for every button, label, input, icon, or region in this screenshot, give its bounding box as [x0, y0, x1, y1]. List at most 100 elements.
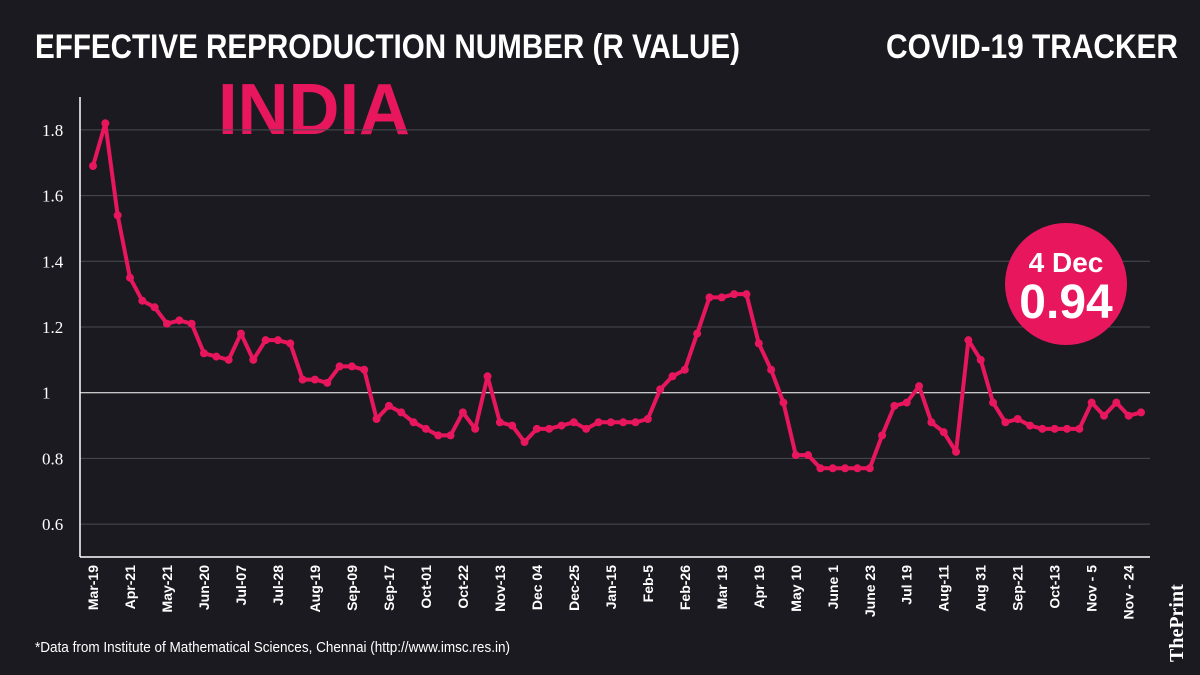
- data-point: [582, 424, 591, 433]
- data-point: [360, 365, 369, 374]
- x-tick-label: Oct-22: [455, 565, 471, 609]
- data-point: [335, 362, 344, 371]
- x-tick-label: Jul-28: [270, 565, 286, 606]
- data-point: [273, 336, 282, 345]
- data-point: [1112, 398, 1121, 407]
- data-point: [483, 372, 492, 381]
- data-point: [1100, 411, 1109, 420]
- data-point: [656, 385, 665, 394]
- data-point: [138, 296, 147, 305]
- data-point: [569, 418, 578, 427]
- data-point: [162, 319, 171, 328]
- x-tick-label: Aug-19: [307, 565, 323, 613]
- x-tick-label: Mar-19: [85, 565, 101, 610]
- x-tick-label: Apr-21: [122, 565, 138, 610]
- data-point: [1026, 421, 1035, 430]
- data-point: [791, 451, 800, 460]
- x-tick-label: Jul-07: [233, 565, 249, 606]
- x-tick-label: Nov - 24: [1121, 565, 1137, 620]
- data-point: [853, 464, 862, 473]
- data-point: [742, 290, 751, 299]
- data-point: [878, 431, 887, 440]
- data-point: [828, 464, 837, 473]
- data-point: [619, 418, 628, 427]
- data-point: [779, 398, 788, 407]
- data-point: [915, 382, 924, 391]
- data-point: [347, 362, 356, 371]
- data-point: [643, 415, 652, 423]
- y-tick-label: 1: [42, 384, 51, 403]
- data-point: [545, 424, 554, 433]
- data-point: [471, 424, 480, 433]
- x-tick-label: Dec-25: [566, 565, 582, 611]
- data-point: [1137, 408, 1145, 417]
- data-point: [767, 365, 776, 374]
- data-point: [175, 316, 184, 325]
- data-point: [508, 421, 517, 430]
- x-tick-label: Jan-15: [603, 565, 619, 610]
- data-point: [816, 464, 825, 473]
- y-tick-label: 1.8: [42, 121, 63, 140]
- data-point: [939, 428, 948, 437]
- data-point: [890, 401, 899, 410]
- x-tick-label: Feb-26: [677, 565, 693, 610]
- data-point: [125, 273, 134, 282]
- x-tick-label: Jul 19: [899, 565, 915, 605]
- data-point: [532, 424, 541, 433]
- annotation-date: 4 Dec: [1029, 247, 1104, 278]
- data-point: [693, 329, 702, 338]
- data-point: [705, 293, 714, 302]
- x-tick-label: Sep-21: [1010, 565, 1026, 611]
- data-point: [286, 339, 295, 348]
- x-tick-label: June 23: [862, 565, 878, 617]
- brand: ThePrint: [1166, 584, 1188, 662]
- data-point: [495, 418, 504, 427]
- data-point: [927, 418, 936, 427]
- y-tick-label: 0.8: [42, 449, 63, 468]
- x-tick-label: Sep-09: [344, 565, 360, 611]
- data-point: [310, 375, 319, 384]
- x-tick-label: Mar 19: [714, 565, 730, 610]
- chart-title: EFFECTIVE REPRODUCTION NUMBER (R VALUE): [35, 28, 740, 66]
- y-tick-label: 1.2: [42, 318, 63, 337]
- x-tick-label: Nov-13: [492, 565, 508, 612]
- data-point: [236, 329, 245, 338]
- data-point: [520, 438, 529, 446]
- data-point: [902, 398, 911, 407]
- data-point: [754, 339, 763, 348]
- data-point: [150, 303, 159, 312]
- data-point: [989, 398, 998, 407]
- tracker-label: COVID-19 TRACKER: [886, 28, 1178, 66]
- data-point: [717, 293, 726, 302]
- source-note: *Data from Institute of Mathematical Sci…: [35, 639, 510, 656]
- plot: 0.6 0.8 1 1.2 1.4 1.6 1.8 Mar-19 Apr-21 May-21 Jun…: [42, 97, 1150, 619]
- data-point: [1075, 424, 1084, 433]
- data-point: [557, 421, 566, 430]
- data-point: [249, 355, 258, 364]
- x-tick-label: Oct-13: [1047, 565, 1063, 609]
- x-tick-label: June 1: [825, 565, 841, 610]
- y-tick-label: 0.6: [42, 515, 63, 534]
- data-point: [298, 375, 307, 384]
- x-tick-label: Feb-5: [640, 565, 656, 603]
- data-point: [841, 464, 850, 473]
- data-point: [187, 319, 196, 328]
- x-tick-label: Aug-11: [936, 565, 952, 612]
- data-point: [199, 349, 208, 358]
- data-point: [384, 401, 393, 410]
- data-point: [680, 365, 689, 374]
- data-point: [1087, 398, 1096, 407]
- data-point: [1038, 424, 1047, 433]
- data-point: [606, 418, 615, 427]
- x-tick-label: Jun-20: [196, 565, 212, 610]
- data-point: [976, 355, 985, 364]
- data-point: [101, 119, 110, 128]
- data-point: [323, 378, 332, 387]
- data-point: [865, 464, 874, 473]
- x-tick-label: Dec 04: [529, 565, 545, 610]
- data-point: [446, 431, 455, 440]
- x-tick-label: Nov - 5: [1084, 565, 1100, 612]
- data-point: [434, 431, 443, 440]
